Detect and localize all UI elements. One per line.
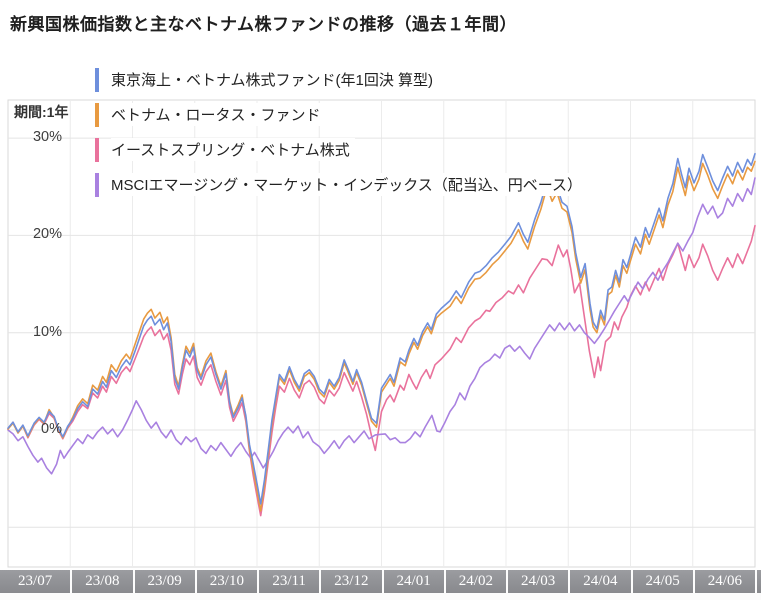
- legend-item-2[interactable]: イーストスプリング・ベトナム株式: [95, 132, 587, 167]
- x-axis-month-cell[interactable]: 23/08: [70, 570, 132, 593]
- series-line-3[interactable]: [7, 177, 756, 475]
- legend-marker-icon: [95, 137, 99, 162]
- x-axis-month-cell[interactable]: 24/06: [692, 570, 755, 593]
- x-axis-month-cell[interactable]: 23/10: [194, 570, 257, 593]
- x-axis-month-cell[interactable]: 23/12: [319, 570, 381, 593]
- legend-marker-icon: [95, 67, 99, 92]
- y-tick-label: 10%: [32, 323, 62, 340]
- x-axis-month-cell[interactable]: 24/02: [443, 570, 506, 593]
- page-title: 新興国株価指数と主なベトナム株ファンドの推移（過去１年間）: [10, 15, 517, 34]
- series-line-0[interactable]: [7, 152, 756, 505]
- legend-label: イーストスプリング・ベトナム株式: [111, 138, 355, 161]
- legend: 東京海上・ベトナム株式ファンド(年1回決 算型) ベトナム・ロータス・ファンドイー…: [95, 62, 588, 202]
- legend-item-0[interactable]: 東京海上・ベトナム株式ファンド(年1回決 算型): [95, 62, 587, 97]
- x-axis-month-cell[interactable]: 24/05: [630, 570, 693, 593]
- legend-label: 東京海上・ベトナム株式ファンド(年1回決 算型): [111, 68, 439, 91]
- x-axis-month-cell[interactable]: 23/11: [257, 570, 319, 593]
- x-axis-month-cell[interactable]: 24/01: [381, 570, 444, 593]
- y-tick-label: 0%: [41, 421, 62, 437]
- legend-marker-icon: [95, 102, 99, 127]
- legend-marker-icon: [95, 172, 99, 197]
- x-axis-month-cell[interactable]: 23/07: [18, 573, 53, 589]
- x-axis-bar[interactable]: 23/07 23/08 23/09 23/10 23/11 23/12 24/01 24/02…: [0, 570, 761, 593]
- legend-label: ベトナム・ロータス・ファンド: [111, 103, 326, 126]
- x-axis-month-cell[interactable]: 24/03: [506, 570, 568, 593]
- legend-item-1[interactable]: ベトナム・ロータス・ファンド: [95, 97, 587, 132]
- x-axis-month-cell[interactable]: 24/04: [568, 570, 630, 593]
- y-tick-label: 30%: [32, 129, 62, 146]
- legend-label: MSCIエマージング・マーケット・インデックス（配当込、円ベース）: [111, 173, 588, 196]
- x-axis-bottom-strip: [0, 593, 761, 600]
- x-axis-month-cell[interactable]: 23/09: [132, 570, 195, 593]
- legend-item-3[interactable]: MSCIエマージング・マーケット・インデックス（配当込、円ベース）: [95, 167, 588, 202]
- period-label: 期間:1年: [14, 104, 69, 120]
- y-tick-label: 20%: [32, 226, 62, 243]
- x-axis-filler-cell: [755, 570, 761, 593]
